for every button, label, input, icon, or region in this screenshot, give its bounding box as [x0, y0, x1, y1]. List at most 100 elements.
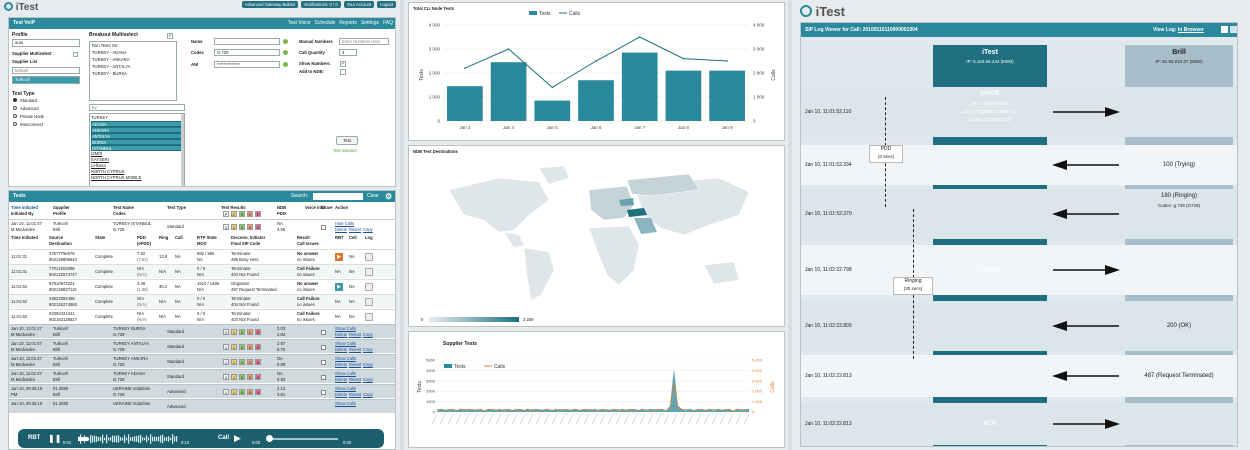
table-row[interactable]: Jan 10, 09:35:19 01.2080 UKRAINE Vodafone A…	[9, 399, 395, 413]
supplier-selected[interactable]: Turkcell	[12, 76, 80, 84]
sip-log-icon[interactable]	[365, 268, 373, 276]
call-progress-track[interactable]	[268, 438, 338, 440]
show-calls-link[interactable]: Show Calls	[335, 386, 356, 391]
supplier-search-input[interactable]: turkcell	[12, 67, 80, 74]
show-calls-link[interactable]: Show Calls	[335, 401, 356, 406]
action-link[interactable]: Delete	[335, 392, 348, 397]
right-logo[interactable]: iTest	[800, 4, 845, 19]
nav-test-voice[interactable]: Test Voice	[287, 20, 311, 26]
sip-log-icon[interactable]	[365, 298, 373, 306]
table-row[interactable]: 11:01:52 87910973224 902126837115 Complete 3…	[9, 279, 395, 293]
play-rbt-icon[interactable]: ▶	[335, 253, 343, 261]
country-scrollbar[interactable]	[181, 114, 184, 186]
action-link[interactable]: Copy	[363, 377, 373, 382]
table-row[interactable]: Jan 10, 11:01:47 M Medvedev Turkcell Brill T…	[9, 219, 395, 233]
action-link[interactable]: Retest	[349, 377, 362, 382]
action-link[interactable]: Retest	[349, 392, 362, 397]
bar-tests[interactable]	[578, 80, 614, 121]
radio-private-node[interactable]: Private Node	[13, 114, 44, 119]
world-map[interactable]	[429, 160, 769, 310]
show-numbers-checkbox[interactable]: ✓	[340, 61, 346, 67]
in-browser-link[interactable]: In Browser	[1177, 27, 1204, 33]
share-checkbox[interactable]	[321, 360, 326, 365]
action-link[interactable]: Retest	[349, 347, 362, 352]
supplier-multiselect-checkbox[interactable]	[73, 52, 78, 57]
share-checkbox[interactable]	[321, 390, 326, 395]
test-button[interactable]: Test	[336, 136, 358, 145]
table-row[interactable]: 11:01:31 3767779e678 902126809640 Complete 7…	[9, 249, 395, 263]
call-quantity-select[interactable]: 4	[339, 49, 357, 56]
left-logo[interactable]: iTest	[4, 2, 38, 16]
breakout-list[interactable]: Run Tests On: TURKEY - ADANA TURKEY - AN…	[89, 41, 177, 101]
country-item[interactable]: KAYSERI	[91, 157, 109, 162]
play-icon[interactable]: ▶	[234, 433, 241, 443]
breakout-item[interactable]: TURKEY - ADANA	[92, 50, 127, 55]
share-checkbox[interactable]	[321, 375, 326, 380]
breakout-item[interactable]: TURKEY - ANKARA	[92, 57, 130, 62]
radio-standard[interactable]: Standard	[13, 98, 44, 103]
profile-select[interactable]: auto	[12, 39, 80, 47]
name-input[interactable]	[214, 38, 280, 45]
table-row[interactable]: 11:01:52 63392421341 902163138627 Complete N…	[9, 309, 395, 323]
country-list[interactable]: TURKEY ADANA ANKARA ANTALYA BURSA ISTANB…	[89, 113, 185, 186]
action-link[interactable]: Delete	[335, 332, 348, 337]
show-calls-link[interactable]: Show Calls	[335, 356, 356, 361]
share-checkbox[interactable]	[321, 330, 326, 335]
action-link[interactable]: Retest	[349, 227, 362, 232]
share-checkbox[interactable]	[321, 345, 326, 350]
add-to-ndb-checkbox[interactable]	[340, 69, 346, 75]
breakout-item[interactable]: TURKEY - ANTALYA	[92, 64, 131, 69]
nav-reports[interactable]: Reports	[339, 20, 357, 26]
sip-log-icon[interactable]	[365, 283, 373, 291]
action-link[interactable]: Copy	[363, 362, 373, 367]
action-link[interactable]: Copy	[363, 392, 373, 397]
bar-tests[interactable]	[665, 70, 702, 121]
show-calls-link[interactable]: Show Calls	[335, 341, 356, 346]
country-item[interactable]: TURKEY	[91, 115, 108, 120]
nav-schedule[interactable]: Schedule	[314, 20, 336, 26]
export-icon[interactable]	[1230, 26, 1237, 33]
manual-numbers-input[interactable]: Enter Numbers Here	[339, 38, 389, 45]
table-row[interactable]: 11:01:31 77012203095 902122573747 Complete N…	[9, 264, 395, 278]
action-link[interactable]: Retest	[349, 332, 362, 337]
country-search-input[interactable]: tur	[89, 104, 185, 111]
breakout-item[interactable]: TURKEY - BURSA	[92, 71, 128, 76]
top-link-account[interactable]: Your Account	[343, 1, 375, 8]
table-row[interactable]: Jan 10, 11:01:47 M Medvedev Turkcell Brill T…	[9, 324, 395, 338]
table-row[interactable]: 11:01:52 33623392456 902126274560 Complete N…	[9, 294, 395, 308]
tests-search-input[interactable]	[313, 193, 363, 200]
table-row[interactable]: Jan 10, 11:01:47 M Medvedev Turkcell Brill T…	[9, 354, 395, 368]
country-item[interactable]: IZMIR	[91, 151, 103, 156]
save-icon[interactable]	[1221, 26, 1228, 33]
sip-message-row[interactable]: Jan 10, 11:02:22.798 CANCEL	[801, 245, 1237, 295]
action-link[interactable]: Retest	[349, 362, 362, 367]
show-calls-link[interactable]: Show Calls	[335, 371, 356, 376]
top-link-logout[interactable]: Logout	[377, 1, 396, 8]
sip-message-row[interactable]: Jan 10, 11:02:22.809 200 (OK)	[801, 301, 1237, 351]
call-progress-knob[interactable]	[266, 435, 273, 442]
radio-advanced[interactable]: Advanced	[13, 106, 44, 111]
breakout-checkbox[interactable]: ✓	[167, 33, 173, 39]
action-link[interactable]: Copy	[363, 227, 373, 232]
clear-link[interactable]: Clear	[367, 193, 379, 199]
sip-message-row[interactable]: Jan 10, 11:02:22.813 487 (Request Termina…	[801, 355, 1237, 397]
codec-select[interactable]: G.729	[214, 49, 280, 56]
show-calls-link[interactable]: Show Calls	[335, 326, 356, 331]
country-item[interactable]: NORTH CYPRUS	[91, 169, 125, 174]
hide-calls-link[interactable]: Hide Calls	[335, 221, 355, 226]
pause-icon[interactable]: ❚❚	[48, 434, 62, 443]
action-link[interactable]: Delete	[335, 362, 348, 367]
action-link[interactable]: Delete	[335, 227, 348, 232]
bar-tests[interactable]	[621, 52, 658, 121]
rbt-waveform[interactable]	[78, 432, 178, 446]
action-link[interactable]: Copy	[363, 347, 373, 352]
action-link[interactable]: Delete	[335, 377, 348, 382]
ani-input[interactable]: **************	[214, 61, 280, 68]
gear-icon[interactable]: ⚙	[385, 192, 393, 201]
top-link-notifications[interactable]: Notifications: 0 / 0	[301, 1, 341, 8]
bar-tests[interactable]	[709, 70, 745, 121]
table-row[interactable]: Jan 10, 09:35:19 PM 01.2080 Brill UKRAINE Vo…	[9, 384, 395, 398]
sip-message-row[interactable]: Jan 10, 11:01:52.110 INVITE Src: 879109732…	[801, 87, 1237, 137]
radio-interconnect[interactable]: Interconnect	[13, 122, 44, 127]
table-row[interactable]: Jan 10, 11:01:47 M Medvedev Turkcell Brill T…	[9, 339, 395, 353]
